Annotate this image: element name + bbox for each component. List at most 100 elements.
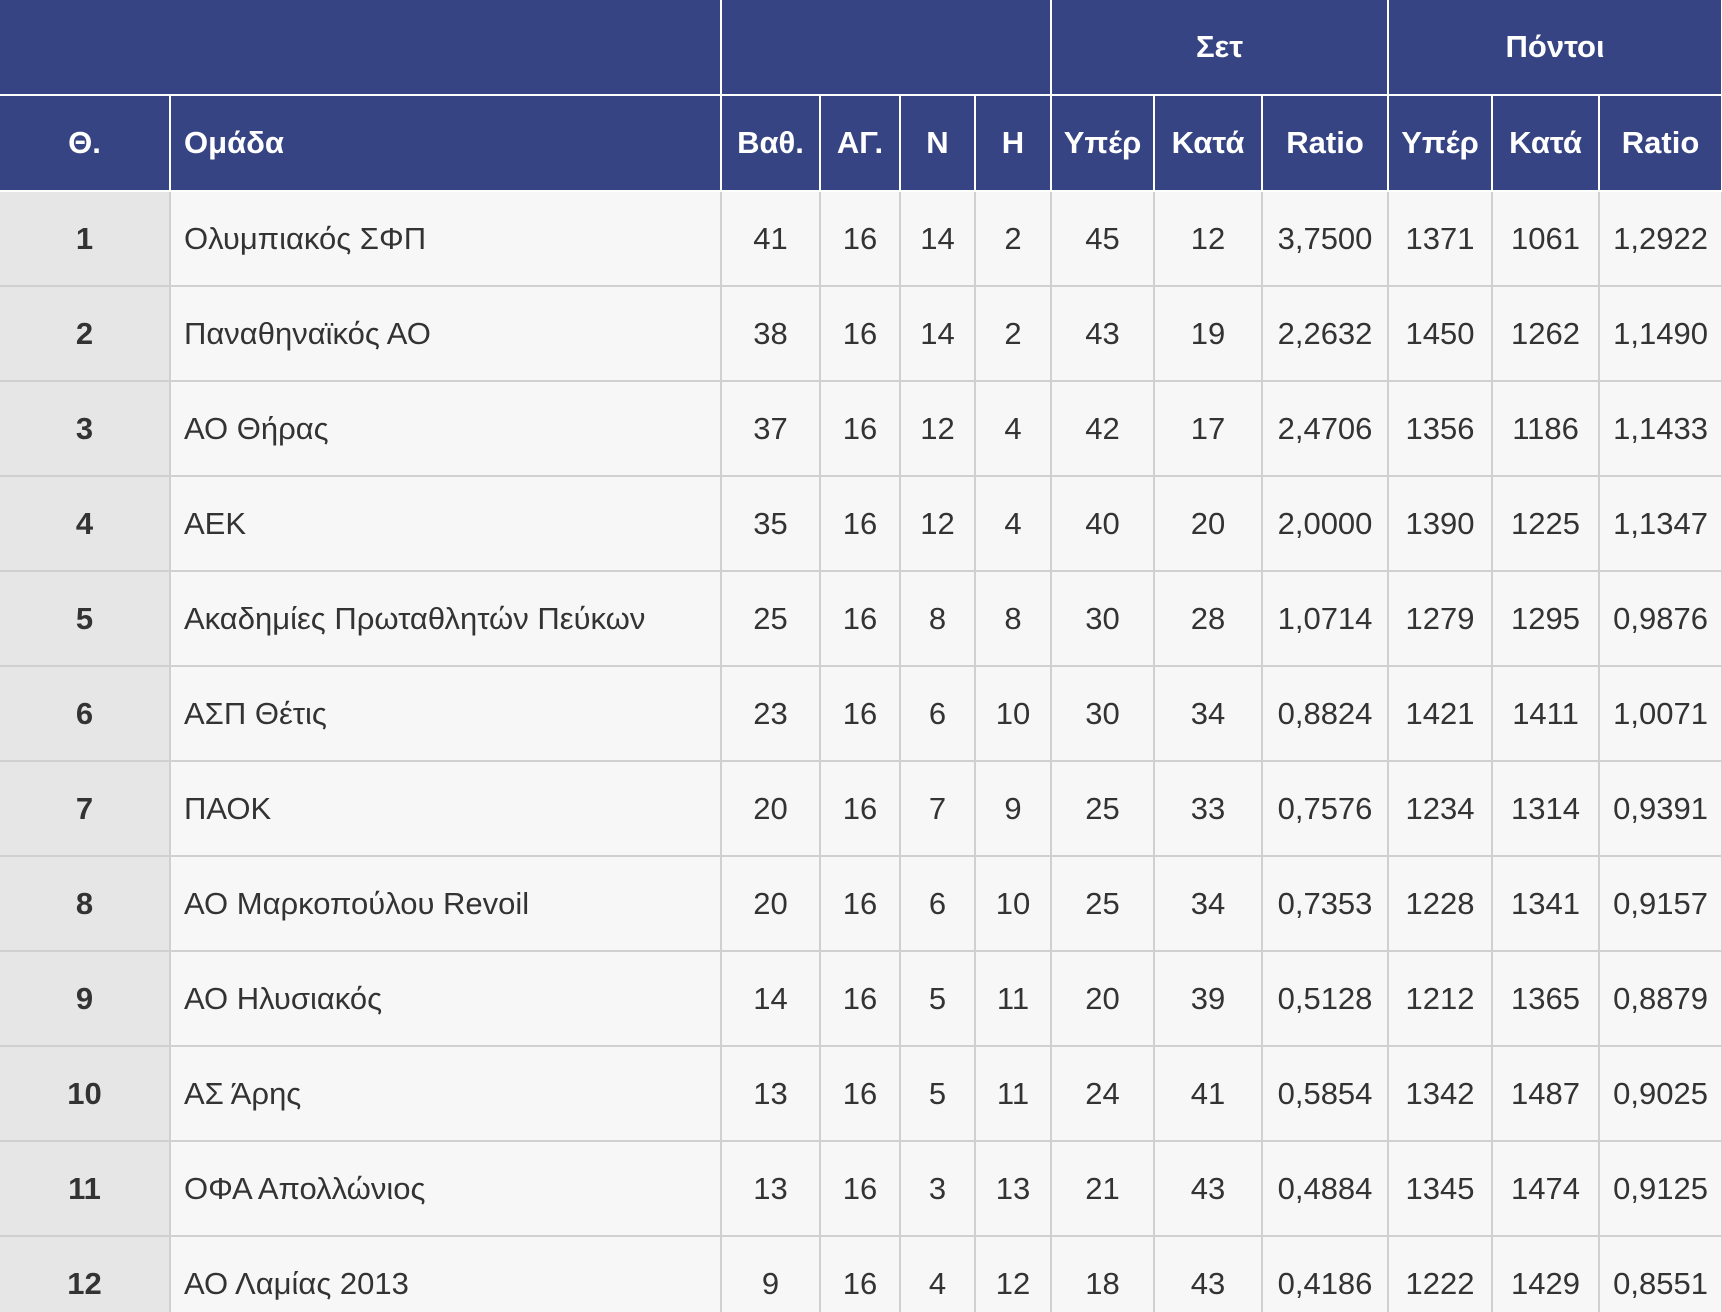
stat-cell: 2,2632 [1260, 285, 1390, 382]
column-header: Υπέρ [1050, 95, 1155, 192]
group-header: Σετ [1049, 0, 1390, 96]
stat-cell: 0,9876 [1598, 570, 1722, 667]
stat-cell: 4 [974, 380, 1052, 477]
stat-cell: 0,9125 [1598, 1140, 1722, 1237]
stat-cell: 37 [720, 380, 821, 477]
stat-cell: 9 [720, 1235, 821, 1312]
stat-cell: 2,0000 [1260, 475, 1390, 572]
stat-cell: 14 [720, 950, 821, 1047]
team-cell: Ολυμπιακός ΣΦΠ [169, 190, 722, 287]
rank-cell: 8 [0, 855, 171, 952]
stat-cell: 0,9025 [1598, 1045, 1722, 1142]
stat-cell: 1228 [1387, 855, 1494, 952]
column-header-row: Θ. Ομάδα Βαθ. ΑΓ. Ν Η Υπέρ Κατά Ratio Υπέρ Κατά Rat… [0, 95, 1722, 192]
stat-cell: 35 [720, 475, 821, 572]
stat-cell: 5 [899, 1045, 976, 1142]
stat-cell: 19 [1153, 285, 1263, 382]
rank-cell: 7 [0, 760, 171, 857]
table-row: 12 ΑΟ Λαμίας 2013 9 16 4 12 18 43 0,4186 1222 1429… [0, 1235, 1722, 1312]
stat-cell: 16 [819, 285, 901, 382]
stat-cell: 34 [1153, 855, 1263, 952]
stat-cell: 25 [1050, 855, 1155, 952]
stat-cell: 12 [899, 475, 976, 572]
stat-cell: 1390 [1387, 475, 1494, 572]
stat-cell: 4 [974, 475, 1052, 572]
stat-cell: 2,4706 [1260, 380, 1390, 477]
stat-cell: 1345 [1387, 1140, 1494, 1237]
stat-cell: 10 [974, 665, 1052, 762]
rank-cell: 5 [0, 570, 171, 667]
stat-cell: 6 [899, 665, 976, 762]
stat-cell: 45 [1050, 190, 1155, 287]
stat-cell: 11 [974, 950, 1052, 1047]
stat-cell: 16 [819, 1140, 901, 1237]
stat-cell: 43 [1050, 285, 1155, 382]
stat-cell: 1061 [1491, 190, 1601, 287]
team-cell: ΑΟ Μαρκοπούλου Revoil [169, 855, 722, 952]
column-header: Κατά [1491, 95, 1601, 192]
stat-cell: 12 [1153, 190, 1263, 287]
stat-cell: 1,1347 [1598, 475, 1722, 572]
stat-cell: 6 [899, 855, 976, 952]
stat-cell: 9 [974, 760, 1052, 857]
column-header: Βαθ. [720, 95, 821, 192]
stat-cell: 43 [1153, 1140, 1263, 1237]
stat-cell: 33 [1153, 760, 1263, 857]
stat-cell: 1,0071 [1598, 665, 1722, 762]
team-cell: ΟΦΑ Απολλώνιος [169, 1140, 722, 1237]
column-header: Ratio [1598, 95, 1722, 192]
column-header: ΑΓ. [819, 95, 901, 192]
table-row: 8 ΑΟ Μαρκοπούλου Revoil 20 16 6 10 25 34 0,7353 1… [0, 855, 1722, 952]
team-cell: ΑΟ Λαμίας 2013 [169, 1235, 722, 1312]
stat-cell: 13 [720, 1140, 821, 1237]
stat-cell: 8 [974, 570, 1052, 667]
stat-cell: 38 [720, 285, 821, 382]
stat-cell: 16 [819, 760, 901, 857]
stat-cell: 0,8824 [1260, 665, 1390, 762]
rank-cell: 12 [0, 1235, 171, 1312]
stat-cell: 1,2922 [1598, 190, 1722, 287]
column-header: Ομάδα [169, 95, 722, 192]
stat-cell: 28 [1153, 570, 1263, 667]
table-row: 11 ΟΦΑ Απολλώνιος 13 16 3 13 21 43 0,4884 1345 147… [0, 1140, 1722, 1237]
column-header: Ν [899, 95, 976, 192]
stat-cell: 1371 [1387, 190, 1494, 287]
team-cell: ΑΣΠ Θέτις [169, 665, 722, 762]
table-row: 1 Ολυμπιακός ΣΦΠ 41 16 14 2 45 12 3,7500 1371 1061… [0, 190, 1722, 287]
rank-cell: 4 [0, 475, 171, 572]
table-row: 6 ΑΣΠ Θέτις 23 16 6 10 30 34 0,8824 1421 1411 1,007… [0, 665, 1722, 762]
stat-cell: 20 [1050, 950, 1155, 1047]
stat-cell: 18 [1050, 1235, 1155, 1312]
stat-cell: 1487 [1491, 1045, 1601, 1142]
column-header: Ratio [1260, 95, 1390, 192]
table-row: 3 ΑΟ Θήρας 37 16 12 4 42 17 2,4706 1356 1186 1,1433 [0, 380, 1722, 477]
team-cell: Ακαδημίες Πρωταθλητών Πεύκων [169, 570, 722, 667]
stat-cell: 30 [1050, 570, 1155, 667]
stat-cell: 41 [1153, 1045, 1263, 1142]
stat-cell: 17 [1153, 380, 1263, 477]
stat-cell: 1341 [1491, 855, 1601, 952]
column-header: Θ. [0, 95, 171, 192]
stat-cell: 43 [1153, 1235, 1263, 1312]
table-row: 4 ΑΕΚ 35 16 12 4 40 20 2,0000 1390 1225 1,1347 [0, 475, 1722, 572]
stat-cell: 2 [974, 285, 1052, 382]
stat-cell: 1314 [1491, 760, 1601, 857]
stat-cell: 23 [720, 665, 821, 762]
team-cell: ΠΑΟΚ [169, 760, 722, 857]
table-row: 10 ΑΣ Άρης 13 16 5 11 24 41 0,5854 1342 1487 0,9025 [0, 1045, 1722, 1142]
team-cell: ΑΕΚ [169, 475, 722, 572]
stat-cell: 40 [1050, 475, 1155, 572]
stat-cell: 3 [899, 1140, 976, 1237]
column-header: Η [974, 95, 1052, 192]
stat-cell: 1365 [1491, 950, 1601, 1047]
stat-cell: 16 [819, 190, 901, 287]
stat-cell: 3,7500 [1260, 190, 1390, 287]
stat-cell: 1,1433 [1598, 380, 1722, 477]
column-header: Υπέρ [1387, 95, 1494, 192]
stat-cell: 16 [819, 570, 901, 667]
stat-cell: 1225 [1491, 475, 1601, 572]
stat-cell: 0,5854 [1260, 1045, 1390, 1142]
table-row: 9 ΑΟ Ηλυσιακός 14 16 5 11 20 39 0,5128 1212 1365 0,… [0, 950, 1722, 1047]
stat-cell: 41 [720, 190, 821, 287]
group-header: Πόντοι [1387, 0, 1722, 96]
